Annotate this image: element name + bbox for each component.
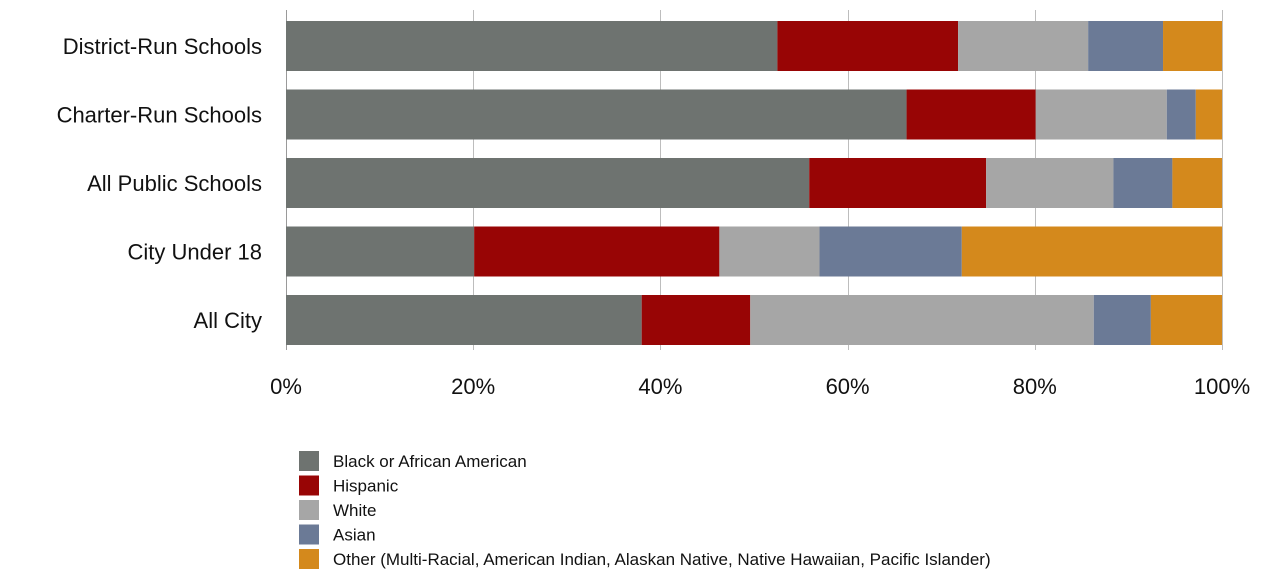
category-label: All Public Schools bbox=[87, 171, 262, 196]
bar-segment bbox=[474, 226, 720, 277]
bar-segment bbox=[1088, 21, 1164, 71]
category-label: City Under 18 bbox=[127, 240, 262, 265]
bar-segment bbox=[750, 295, 1094, 345]
legend-swatch bbox=[299, 549, 319, 569]
category-label: All City bbox=[194, 308, 262, 333]
legend-label: Other (Multi-Racial, American Indian, Al… bbox=[333, 550, 991, 569]
x-axis-ticks: 0% 20% 40% 60% 80% 100% bbox=[270, 374, 1250, 399]
bar-segment bbox=[286, 158, 810, 208]
bar-segment bbox=[1166, 89, 1196, 140]
bar-segment bbox=[986, 158, 1114, 208]
bar-segment bbox=[906, 89, 1036, 140]
bar-segment bbox=[286, 226, 475, 277]
bar-segment bbox=[1195, 89, 1222, 140]
legend-label: White bbox=[333, 501, 376, 520]
x-tick-label: 80% bbox=[1013, 374, 1057, 399]
category-label: District-Run Schools bbox=[63, 34, 262, 59]
bar-segment bbox=[1172, 158, 1222, 208]
legend-label: Hispanic bbox=[333, 477, 399, 496]
bar-segment bbox=[286, 21, 778, 71]
bar-segment bbox=[1150, 295, 1222, 345]
legend-swatch bbox=[299, 475, 319, 496]
bars bbox=[286, 21, 1222, 345]
legend-swatch bbox=[299, 500, 319, 520]
bar-segment bbox=[641, 295, 751, 345]
bar-segment bbox=[809, 158, 987, 208]
legend-swatch bbox=[299, 524, 319, 545]
x-tick-label: 40% bbox=[638, 374, 682, 399]
bar-segment bbox=[286, 295, 642, 345]
bar-segment bbox=[1113, 158, 1173, 208]
bar-segment bbox=[719, 226, 820, 277]
x-tick-label: 20% bbox=[451, 374, 495, 399]
x-tick-label: 0% bbox=[270, 374, 302, 399]
bar-segment bbox=[961, 226, 1222, 277]
x-tick-label: 100% bbox=[1194, 374, 1250, 399]
bar-segment bbox=[1035, 89, 1167, 140]
bar-segment bbox=[777, 21, 959, 71]
bar-segment bbox=[1093, 295, 1151, 345]
legend-label: Asian bbox=[333, 526, 376, 545]
bar-segment bbox=[286, 89, 907, 140]
category-labels: District-Run Schools Charter-Run Schools A… bbox=[57, 34, 262, 333]
category-label: Charter-Run Schools bbox=[57, 103, 262, 128]
x-tick-label: 60% bbox=[826, 374, 870, 399]
legend: Black or African American Hispanic White As… bbox=[299, 451, 991, 569]
legend-label: Black or African American bbox=[333, 452, 527, 471]
legend-swatch bbox=[299, 451, 319, 471]
bar-segment bbox=[819, 226, 962, 277]
bar-segment bbox=[1163, 21, 1222, 71]
bar-segment bbox=[958, 21, 1089, 71]
